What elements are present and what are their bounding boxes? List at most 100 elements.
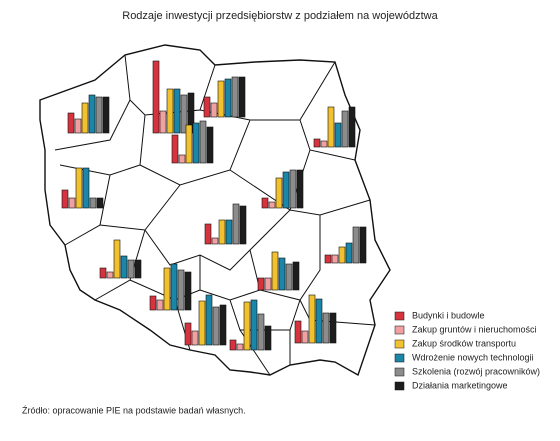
bar (61, 189, 69, 209)
bar (264, 325, 272, 351)
bar (74, 118, 82, 134)
bar (289, 169, 297, 209)
bar (275, 177, 283, 209)
bar (156, 299, 164, 311)
bar (170, 263, 178, 311)
bar (257, 313, 265, 351)
bar (224, 78, 232, 118)
bar (171, 134, 179, 164)
bar (173, 88, 181, 134)
bar (205, 294, 213, 346)
bar (301, 330, 309, 344)
bar (324, 254, 332, 264)
bar (308, 294, 316, 344)
legend-swatch (394, 325, 405, 335)
bar (257, 277, 265, 291)
legend-swatch (394, 381, 405, 391)
bar (285, 263, 293, 291)
bar (152, 60, 160, 134)
bar (243, 301, 251, 351)
bar (211, 237, 219, 245)
bar (68, 197, 76, 209)
bar (191, 330, 199, 346)
legend-label: Wdrożenie nowych technologii (412, 352, 534, 362)
bar (219, 304, 227, 346)
bar (271, 251, 279, 291)
bar (198, 300, 206, 346)
bar (163, 267, 171, 311)
bar (89, 197, 97, 209)
bar (75, 167, 83, 209)
bar (218, 219, 226, 245)
bar (166, 88, 174, 134)
bar (331, 254, 339, 264)
bar (180, 94, 188, 134)
bar (102, 96, 110, 134)
bar (359, 226, 367, 264)
bar (225, 219, 233, 245)
bar (206, 126, 214, 164)
bar (322, 312, 330, 344)
bar (199, 120, 207, 164)
bar (250, 299, 258, 351)
bar (210, 102, 218, 118)
legend-label: Działania marketingowe (412, 380, 508, 390)
bar (327, 106, 335, 148)
bar (236, 343, 244, 351)
bar (345, 242, 353, 264)
bar (292, 261, 300, 291)
bar (149, 295, 157, 311)
bar (238, 76, 246, 118)
bar (348, 106, 356, 148)
bar (320, 140, 328, 148)
bar (203, 96, 211, 118)
bar (329, 312, 337, 344)
bar (120, 255, 128, 279)
bar (212, 306, 220, 346)
bar (231, 76, 239, 118)
bar (204, 223, 212, 245)
bar (268, 201, 276, 209)
legend-swatch (394, 353, 405, 363)
bar (341, 110, 349, 148)
bar (134, 259, 142, 279)
bar (184, 271, 192, 311)
legend-label: Zakup środków transportu (412, 338, 516, 348)
legend-swatch (394, 311, 405, 321)
bar (106, 271, 114, 279)
bar (313, 138, 321, 148)
bar (192, 122, 200, 164)
bar (282, 171, 290, 209)
bar (239, 205, 247, 245)
bar (296, 169, 304, 209)
bar (315, 298, 323, 344)
bar (159, 110, 167, 134)
legend-label: Budynki i budowle (412, 310, 485, 320)
bar (96, 197, 104, 209)
bar (99, 267, 107, 279)
bar (185, 124, 193, 164)
bar (294, 320, 302, 344)
bar (232, 203, 240, 245)
bar (127, 259, 135, 279)
bar (278, 257, 286, 291)
bar (88, 94, 96, 134)
bar (113, 239, 121, 279)
bar (82, 167, 90, 209)
region-borders (54, 54, 376, 376)
bar (184, 322, 192, 346)
source-note: Źródło: opracowanie PIE na podstawie bad… (22, 405, 246, 415)
bar (261, 197, 269, 209)
bar (177, 269, 185, 311)
bar (229, 339, 237, 351)
country-outline (39, 44, 391, 377)
bar (352, 226, 360, 264)
bar (264, 277, 272, 291)
bar (338, 246, 346, 264)
bar (95, 96, 103, 134)
bar (334, 122, 342, 148)
chart-title: Rodzaje inwestycji przedsiębiorstw z pod… (122, 10, 438, 22)
legend-label: Zakup gruntów i nieruchomości (412, 324, 537, 334)
bar (178, 154, 186, 164)
